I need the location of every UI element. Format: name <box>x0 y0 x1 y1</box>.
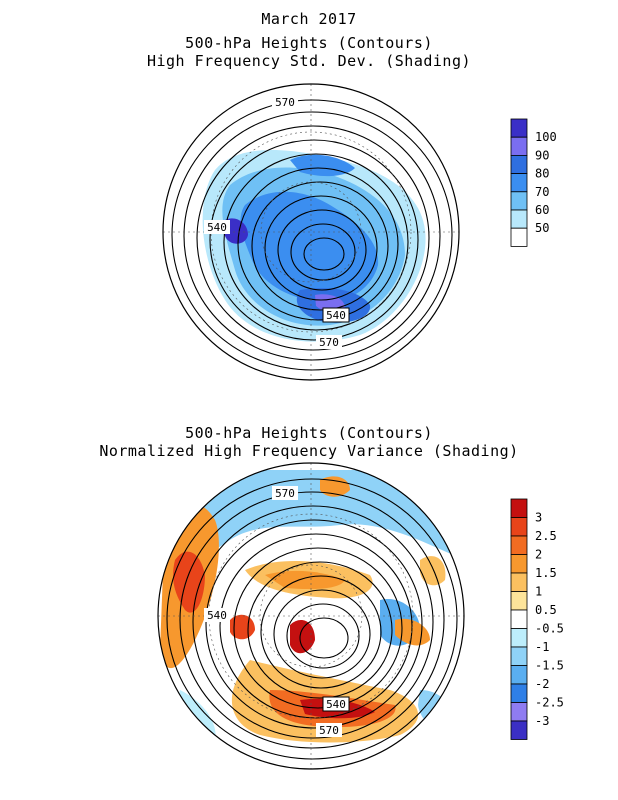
bottom-label-570-south: 570 <box>319 724 339 737</box>
bottom-contour-labels: 570 540 540 570 <box>204 486 350 737</box>
bottom-label-570-north: 570 <box>275 487 295 500</box>
top-graticule <box>163 84 459 380</box>
bottom-colorbar-swatch <box>510 683 528 703</box>
bottom-map-boundary <box>157 462 465 770</box>
bottom-colorbar-swatch <box>510 646 528 666</box>
top-label-570-north: 570 <box>275 96 295 109</box>
top-colorbar-swatch <box>510 118 528 138</box>
top-colorbar-tick-label: 100 <box>535 130 557 144</box>
bottom-colorbar-tick-label: -0.5 <box>535 622 564 636</box>
bottom-colorbar-tick-label: -2 <box>535 677 549 691</box>
bottom-title-contours: 500-hPa Heights (Contours) <box>185 424 433 442</box>
top-title-shading: High Frequency Std. Dev. (Shading) <box>146 52 472 70</box>
top-colorbar-swatch <box>510 209 528 229</box>
bottom-colorbar: 3 2.5 2 1.5 1 0.5 -0.5 -1 -1.5 -2 -2.5 -3 <box>510 498 564 740</box>
bottom-colorbar-swatch <box>510 554 528 574</box>
bottom-label-540-south: 540 <box>326 698 346 711</box>
bottom-colorbar-tick-label: -2.5 <box>535 696 564 710</box>
bottom-colorbar-swatch <box>510 572 528 592</box>
top-map-boundary <box>162 83 460 381</box>
top-label-540-west: 540 <box>207 221 227 234</box>
bottom-colorbar-tick-label: 1 <box>535 585 542 599</box>
bottom-label-540-west: 540 <box>207 609 227 622</box>
bottom-colorbar-swatch <box>510 665 528 685</box>
top-label-570-south: 570 <box>319 336 339 349</box>
top-colorbar-tick-label: 50 <box>535 221 549 235</box>
top-colorbar-swatch <box>510 154 528 174</box>
top-colorbar-tick-label: 60 <box>535 203 549 217</box>
top-colorbar-tick-label: 70 <box>535 185 549 199</box>
bottom-colorbar-swatch <box>510 702 528 722</box>
bottom-colorbar-tick-label: -1.5 <box>535 659 564 673</box>
bottom-colorbar-swatch <box>510 628 528 648</box>
bottom-colorbar-swatch <box>510 535 528 555</box>
top-colorbar-swatch <box>510 191 528 211</box>
top-colorbar-tick-label: 80 <box>535 167 549 181</box>
bottom-title-shading: Normalized High Frequency Variance (Shad… <box>99 442 519 460</box>
top-colorbar-tick-label: 90 <box>535 148 549 162</box>
bottom-colorbar-tick-label: 3 <box>535 511 542 525</box>
top-contour-labels: 570 540 540 570 <box>204 95 350 349</box>
top-colorbar-swatch <box>510 227 528 247</box>
top-label-540-south: 540 <box>326 309 346 322</box>
bottom-colorbar-swatch <box>510 720 528 740</box>
top-title-contours: 500-hPa Heights (Contours) <box>185 34 433 52</box>
top-colorbar-swatch <box>510 136 528 156</box>
top-colorbar: 100 90 80 70 60 50 <box>510 118 557 247</box>
bottom-height-contours <box>166 478 458 760</box>
top-title-month: March 2017 <box>261 10 357 28</box>
bottom-colorbar-tick-label: 2 <box>535 548 542 562</box>
bottom-colorbar-swatch <box>510 517 528 537</box>
top-colorbar-swatch <box>510 173 528 193</box>
top-height-contours <box>171 99 453 371</box>
bottom-colorbar-tick-label: -3 <box>535 714 549 728</box>
bottom-colorbar-swatch <box>510 609 528 629</box>
bottom-colorbar-swatch <box>510 498 528 518</box>
bottom-colorbar-swatch <box>510 591 528 611</box>
bottom-colorbar-tick-label: 0.5 <box>535 603 557 617</box>
bottom-colorbar-tick-label: -1 <box>535 640 549 654</box>
bottom-colorbar-tick-label: 2.5 <box>535 529 557 543</box>
bottom-colorbar-tick-label: 1.5 <box>535 566 557 580</box>
